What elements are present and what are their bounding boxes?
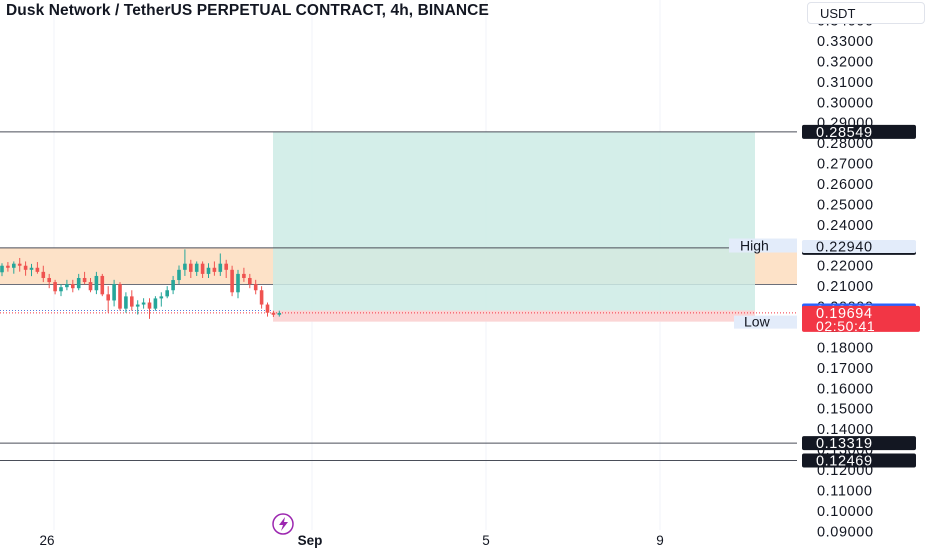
profit-zone	[273, 131, 755, 311]
hline-price-tag-bg	[802, 124, 916, 139]
candle-body	[212, 267, 217, 272]
candle-body	[236, 273, 240, 293]
candle-body	[6, 265, 10, 268]
low-label-bg	[734, 315, 797, 329]
candle-body	[94, 275, 99, 291]
y-tick-label: 0.14000	[817, 422, 874, 438]
candle-body	[277, 312, 282, 315]
candle-body	[141, 302, 146, 305]
candle-body	[230, 269, 234, 293]
candle-body	[71, 284, 75, 289]
candle-body	[159, 296, 164, 299]
hline-price-tag: 0.28549	[816, 125, 873, 141]
candle-body	[59, 287, 63, 292]
candle-body	[200, 263, 205, 274]
candle-body	[183, 263, 187, 270]
candle-body	[47, 277, 51, 283]
candle-body	[65, 284, 69, 288]
candle-body	[224, 263, 228, 270]
candle-body	[100, 275, 105, 295]
candle-body	[17, 263, 22, 266]
candle-body	[29, 267, 34, 270]
hline-price-tag: 0.12469	[816, 453, 873, 469]
y-tick-label: 0.10000	[817, 504, 874, 520]
high-label: High	[740, 238, 769, 254]
y-tick-label: 0.31000	[817, 75, 874, 91]
y-tick-label: 0.18000	[817, 340, 874, 356]
chart-title: Dusk Network / TetherUS PERPETUAL CONTRA…	[6, 2, 489, 19]
candle-body	[248, 277, 252, 285]
y-tick-label: 0.25000	[817, 197, 874, 213]
x-tick-label: 26	[39, 533, 54, 548]
last-price-bg	[802, 305, 920, 332]
candle-body	[82, 277, 87, 283]
candle-body	[12, 263, 16, 268]
candle-body	[124, 296, 128, 309]
loss-zone	[273, 310, 755, 322]
candle-body	[177, 269, 181, 281]
y-tick-label: 0.30000	[817, 95, 874, 111]
y-tick-label: 0.27000	[817, 157, 874, 173]
candle-body	[259, 290, 264, 305]
candle-body	[112, 284, 116, 301]
y-tick-label: 0.17000	[817, 361, 874, 377]
candle-body	[189, 263, 193, 272]
last-price-tag: 0.19694	[816, 306, 873, 322]
candle-body	[135, 304, 140, 307]
hline-price-tag: 0.13319	[816, 436, 873, 452]
candle-body	[106, 294, 110, 301]
candle-body	[253, 284, 258, 291]
candle-body	[130, 296, 134, 307]
candle-body	[218, 263, 223, 272]
candle-body	[53, 282, 57, 292]
hline-price-tag-bg	[802, 436, 916, 451]
countdown-tag: 02:50:41	[816, 318, 875, 334]
y-tick-label: 0.11000	[817, 483, 873, 499]
y-tick-label: 0.22000	[817, 259, 874, 275]
candle-body	[23, 265, 28, 270]
candle-body	[0, 265, 4, 273]
y-tick-label: 0.15000	[817, 402, 874, 418]
y-tick-label: 0.28000	[817, 136, 874, 152]
y-tick-label: 0.16000	[817, 381, 874, 397]
candle-body	[171, 280, 175, 291]
low-label: Low	[744, 314, 771, 330]
candle-body	[41, 271, 46, 278]
y-tick-label: 0.33000	[817, 34, 874, 50]
y-tick-label: 0.32000	[817, 54, 874, 70]
candle-body	[265, 304, 270, 313]
high-label-bg	[729, 238, 797, 253]
candle-body	[271, 312, 276, 315]
high-price-tag-bg	[802, 240, 916, 254]
candle-body	[153, 298, 158, 309]
candle-body	[242, 273, 246, 278]
y-tick-label: 0.09000	[817, 524, 874, 540]
x-tick-label: Sep	[298, 533, 323, 548]
lightning-bolt-icon	[279, 517, 288, 531]
hline-price-tag-bg	[802, 453, 916, 468]
y-tick-label: 0.26000	[817, 177, 874, 193]
candle-body	[147, 302, 152, 309]
candle-body	[88, 282, 93, 291]
y-tick-label: 0.21000	[817, 279, 874, 295]
x-tick-label: 9	[656, 533, 664, 548]
candle-body	[194, 263, 199, 272]
candle-body	[35, 267, 40, 272]
high-price-tag: 0.22940	[816, 240, 873, 256]
candle-body	[165, 290, 169, 297]
y-tick-label: 0.24000	[817, 218, 874, 234]
currency-selector[interactable]: USDT	[807, 2, 925, 24]
candle-body	[76, 277, 81, 289]
candle-body	[118, 284, 122, 309]
x-tick-label: 5	[482, 533, 490, 548]
candle-body	[206, 267, 211, 274]
